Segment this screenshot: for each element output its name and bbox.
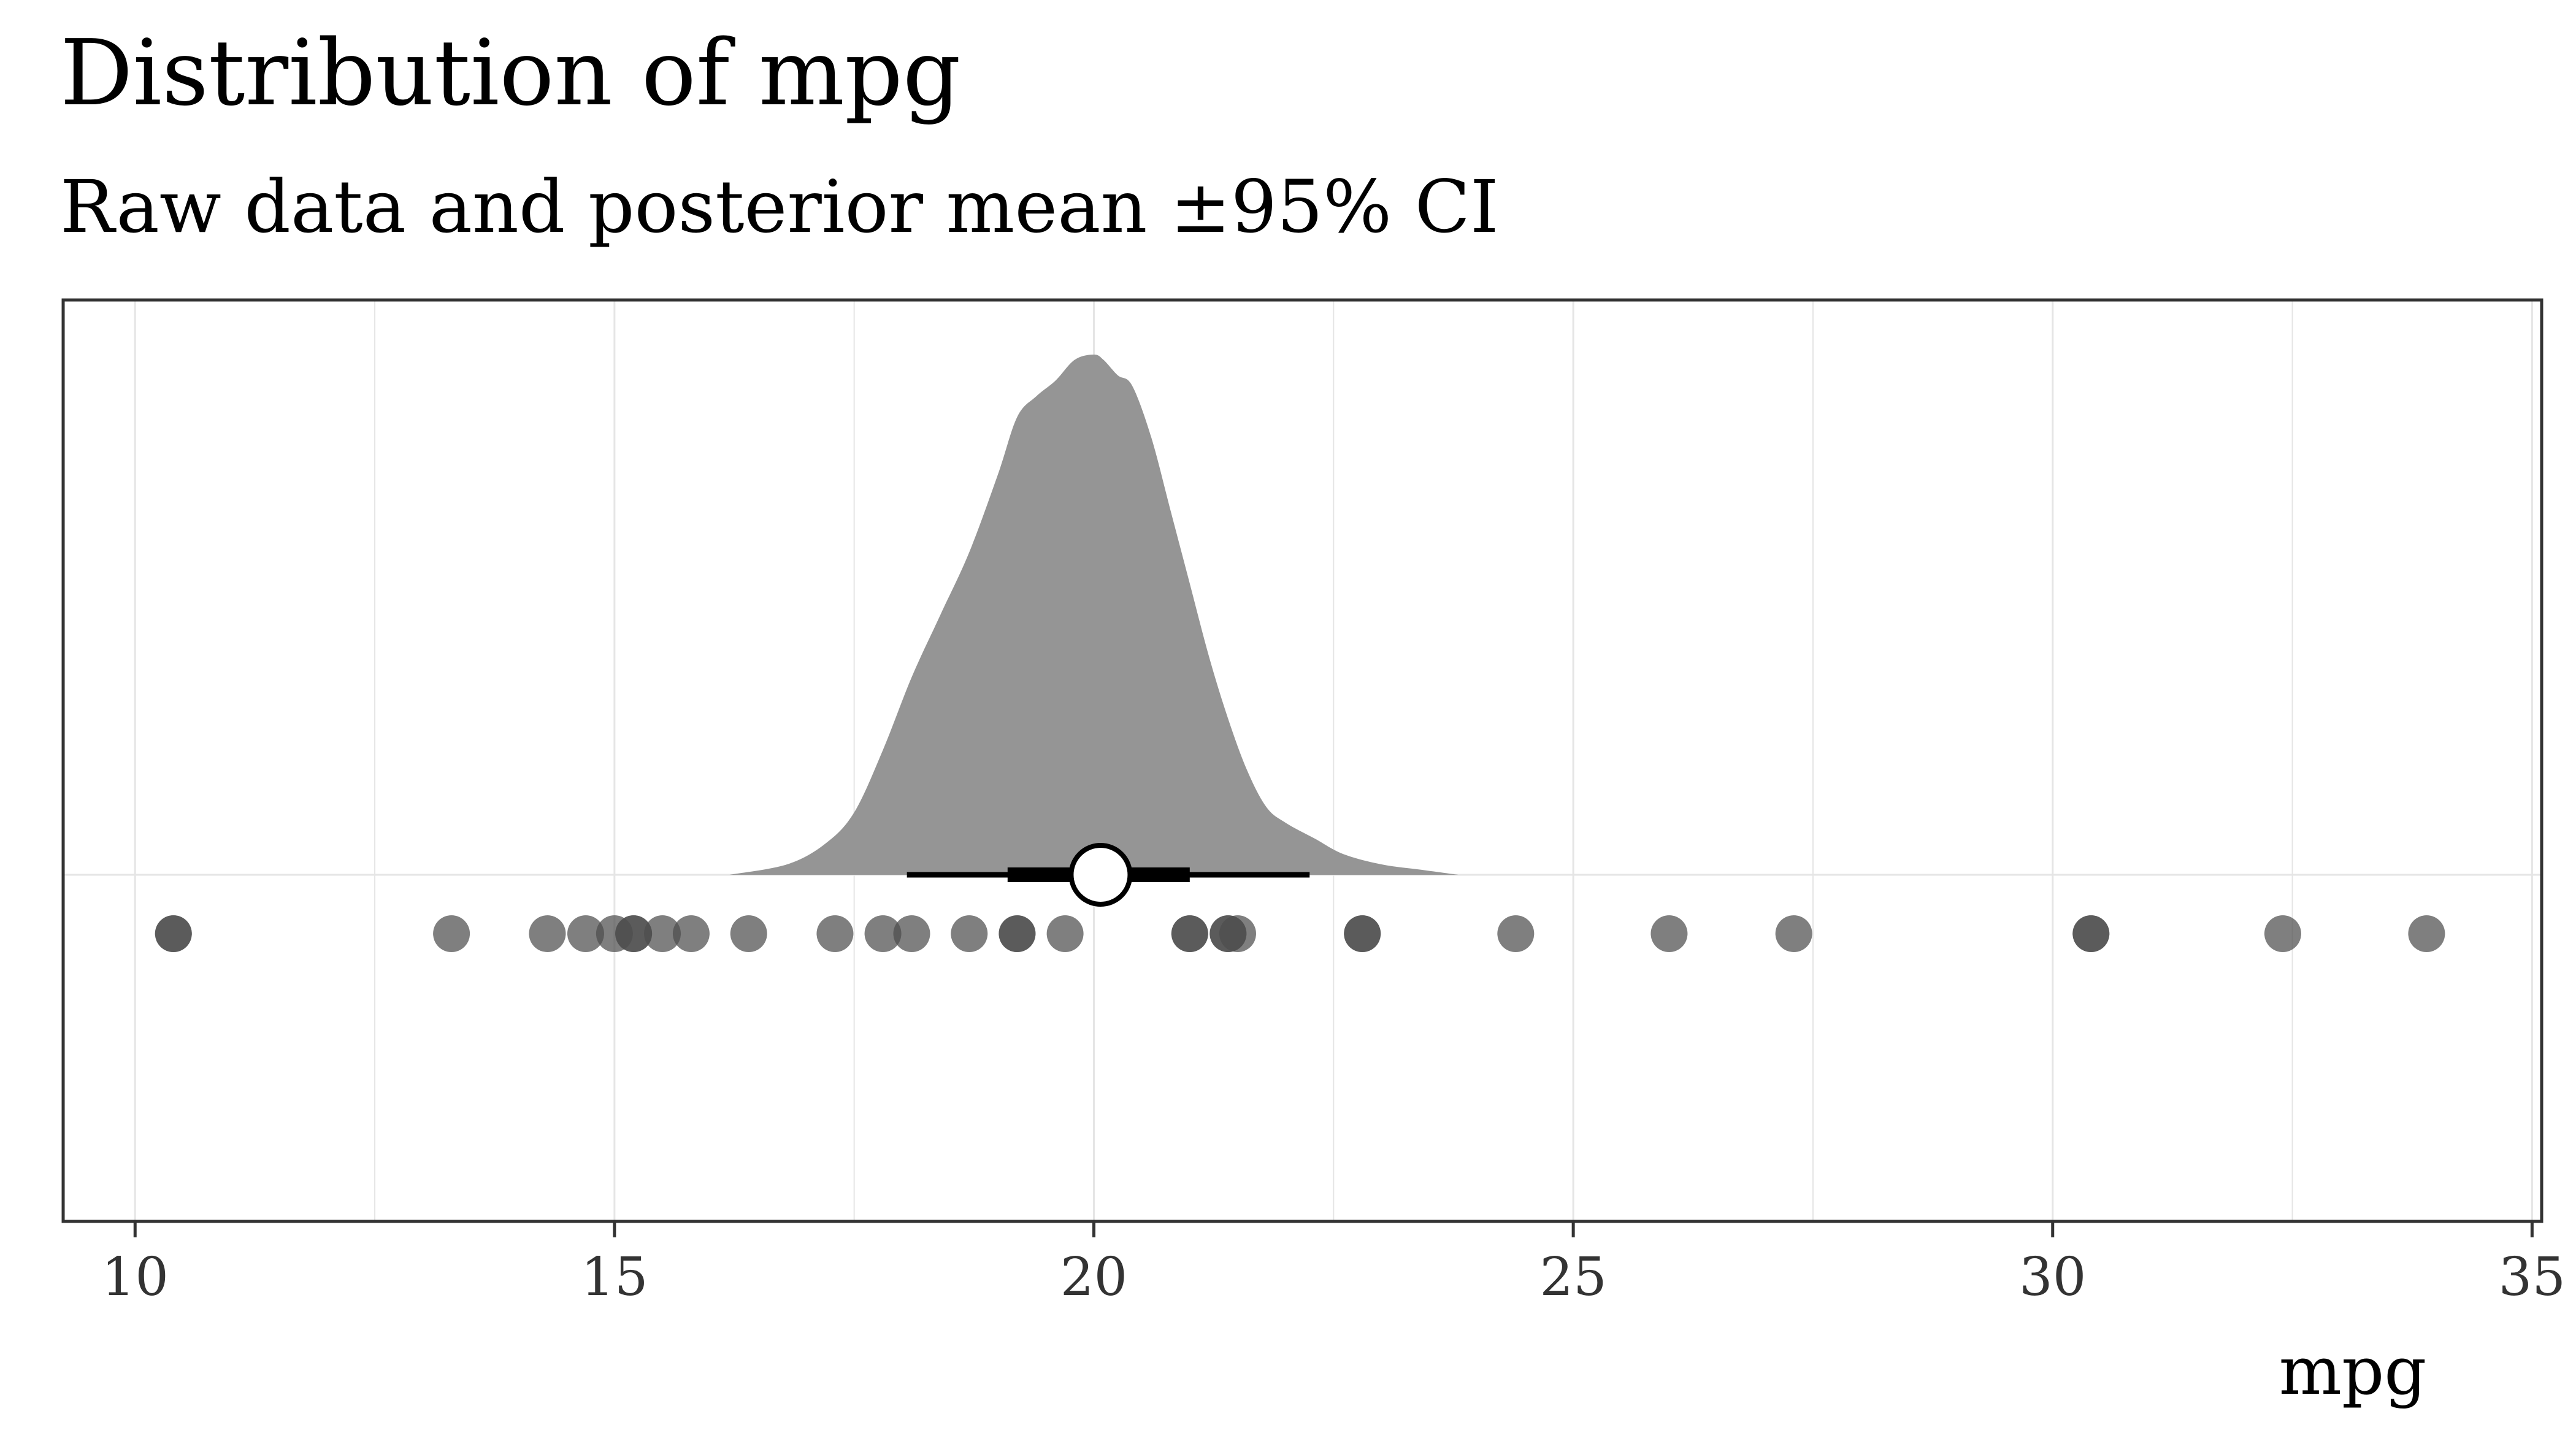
raw-data-point [672, 915, 710, 952]
raw-data-point [1497, 915, 1535, 952]
raw-data-point [644, 915, 681, 952]
x-tick-label: 15 [581, 1247, 648, 1308]
raw-data-point [1219, 915, 1256, 952]
chart-subtitle: Raw data and posterior mean ±95% CI [60, 164, 1499, 249]
raw-data-point [2264, 915, 2301, 952]
raw-data-point [864, 915, 902, 952]
posterior-interval [907, 843, 1310, 907]
x-axis-title: mpg [2279, 1333, 2427, 1410]
x-axis: 10 15 20 25 30 35 [102, 1221, 2566, 1308]
raw-data-point [433, 915, 470, 952]
posterior-mean-point [1068, 843, 1133, 907]
raw-data-point [1344, 915, 1381, 952]
raw-data-point [615, 915, 653, 952]
raw-data-point [1171, 915, 1208, 952]
raw-data-point [893, 915, 930, 952]
raw-data-point [529, 915, 566, 952]
raw-data-point [951, 915, 988, 952]
raw-data-point [155, 915, 192, 952]
raw-data-point [816, 915, 854, 952]
grid [63, 300, 2542, 1221]
raw-data-point [999, 915, 1036, 952]
x-tick-label: 10 [102, 1247, 169, 1308]
x-tick-label: 30 [2019, 1247, 2086, 1308]
chart-title: Distribution of mpg [60, 20, 961, 126]
x-tick-label: 20 [1060, 1247, 1127, 1308]
panel-border [61, 298, 2543, 1223]
raw-data-points [155, 915, 2445, 952]
raw-data-point [1650, 915, 1688, 952]
raw-data-point [730, 915, 767, 952]
raw-data-point [567, 915, 604, 952]
raw-data-point [2072, 915, 2110, 952]
raw-data-point [1046, 915, 1084, 952]
raw-data-point [1775, 915, 1812, 952]
posterior-density [729, 355, 1459, 875]
x-tick-label: 25 [1539, 1247, 1606, 1308]
density-area [729, 355, 1459, 875]
raw-data-point [2408, 915, 2445, 952]
x-tick-label: 35 [2499, 1247, 2566, 1308]
